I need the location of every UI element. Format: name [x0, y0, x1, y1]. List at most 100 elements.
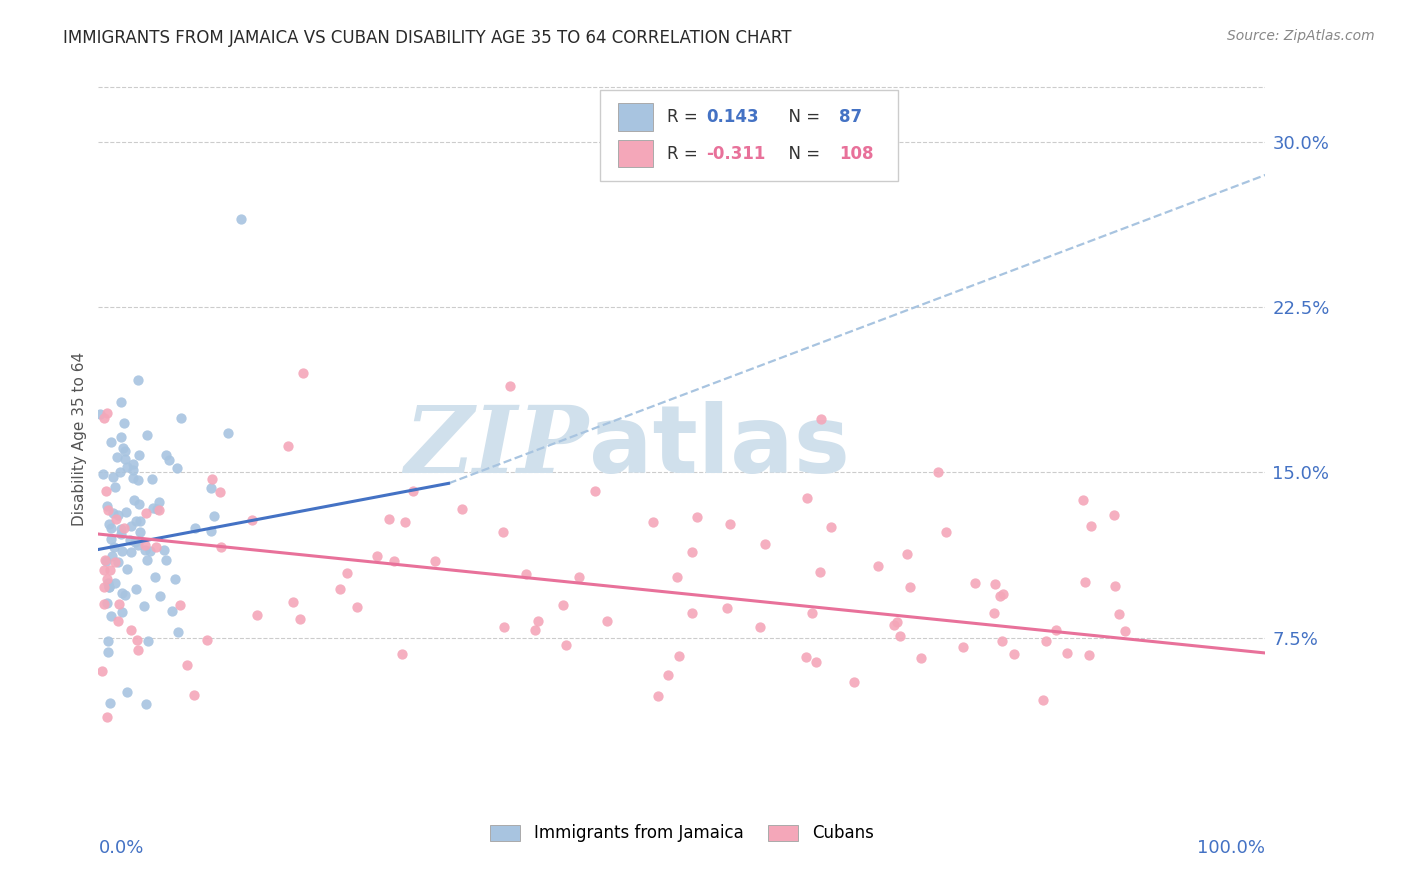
Point	[346, 599, 368, 614]
Point	[115, 459, 138, 474]
Point	[124, 534, 146, 549]
Point	[135, 506, 157, 520]
Point	[868, 559, 890, 574]
Point	[115, 561, 138, 575]
Point	[176, 657, 198, 672]
Point	[246, 608, 269, 623]
Point	[134, 538, 156, 552]
Point	[991, 633, 1014, 648]
Point	[450, 502, 472, 516]
Point	[100, 520, 122, 534]
FancyBboxPatch shape	[617, 103, 652, 131]
Point	[103, 540, 125, 554]
Point	[122, 493, 145, 508]
Point	[1078, 648, 1101, 663]
Point	[89, 407, 111, 421]
Point	[1071, 493, 1094, 508]
Point	[100, 609, 122, 624]
Point	[110, 394, 132, 409]
Point	[1108, 607, 1130, 621]
Point	[754, 537, 776, 551]
Point	[749, 620, 772, 634]
Point	[1035, 633, 1057, 648]
Point	[200, 524, 222, 538]
Point	[804, 655, 827, 669]
Point	[134, 542, 156, 557]
Point	[842, 675, 865, 690]
Point	[97, 580, 120, 594]
Point	[382, 554, 405, 568]
Text: Source: ZipAtlas.com: Source: ZipAtlas.com	[1227, 29, 1375, 43]
Point	[120, 519, 142, 533]
Text: 108: 108	[839, 145, 875, 162]
Point	[93, 580, 115, 594]
Point	[110, 465, 132, 479]
Point	[141, 500, 163, 515]
Point	[329, 582, 352, 597]
Point	[394, 515, 416, 529]
Point	[152, 543, 174, 558]
Point	[90, 664, 112, 678]
Point	[100, 434, 122, 449]
Point	[378, 511, 401, 525]
Point	[515, 566, 537, 581]
Text: 0.0%: 0.0%	[98, 839, 143, 857]
Point	[93, 411, 115, 425]
Y-axis label: Disability Age 35 to 64: Disability Age 35 to 64	[72, 352, 87, 526]
Point	[366, 549, 388, 564]
Point	[114, 451, 136, 466]
Point	[128, 524, 150, 539]
Point	[425, 554, 447, 568]
Point	[665, 570, 688, 584]
Point	[681, 545, 703, 559]
Point	[128, 498, 150, 512]
Point	[105, 450, 128, 465]
Point	[290, 612, 312, 626]
Point	[122, 471, 145, 485]
Point	[107, 614, 129, 628]
Point	[110, 585, 132, 599]
Point	[98, 563, 121, 577]
Point	[800, 606, 823, 620]
Point	[114, 444, 136, 458]
Point	[201, 472, 224, 486]
Point	[1056, 646, 1078, 660]
Point	[148, 503, 170, 517]
Text: 100.0%: 100.0%	[1198, 839, 1265, 857]
Point	[93, 563, 115, 577]
Point	[103, 506, 125, 520]
Point	[117, 684, 139, 698]
Point	[97, 580, 120, 594]
Point	[108, 598, 131, 612]
Point	[127, 373, 149, 387]
Text: IMMIGRANTS FROM JAMAICA VS CUBAN DISABILITY AGE 35 TO 64 CORRELATION CHART: IMMIGRANTS FROM JAMAICA VS CUBAN DISABIL…	[63, 29, 792, 46]
Point	[163, 572, 186, 586]
Point	[93, 467, 115, 481]
Point	[122, 457, 145, 471]
Point	[96, 406, 118, 420]
Point	[991, 587, 1014, 601]
Point	[128, 448, 150, 462]
Point	[820, 520, 842, 534]
Point	[100, 532, 122, 546]
Point	[183, 521, 205, 535]
Point	[107, 555, 129, 569]
Point	[910, 651, 932, 665]
Point	[240, 513, 263, 527]
Legend: Immigrants from Jamaica, Cubans: Immigrants from Jamaica, Cubans	[484, 818, 880, 849]
Text: atlas: atlas	[589, 401, 849, 492]
Point	[229, 212, 252, 227]
Text: R =: R =	[666, 145, 703, 162]
Point	[402, 483, 425, 498]
Text: N =: N =	[778, 108, 825, 127]
Point	[138, 543, 160, 558]
Point	[810, 411, 832, 425]
Point	[104, 480, 127, 494]
Point	[148, 495, 170, 509]
Point	[169, 598, 191, 612]
Point	[127, 538, 149, 552]
Point	[157, 453, 180, 467]
Point	[96, 499, 118, 513]
Point	[97, 644, 120, 658]
FancyBboxPatch shape	[600, 90, 898, 181]
